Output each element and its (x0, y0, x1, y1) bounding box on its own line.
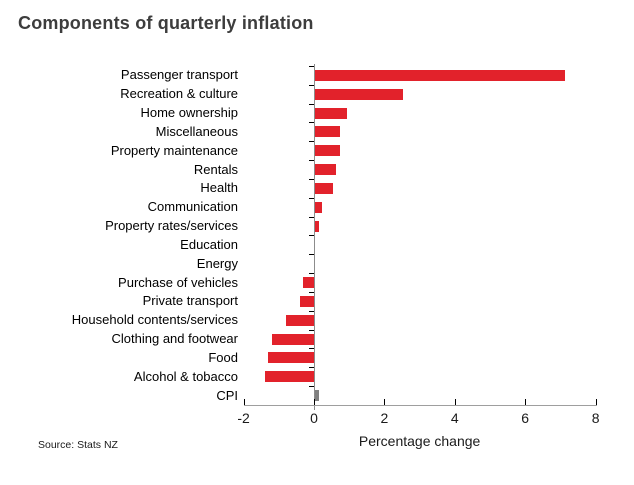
y-axis-tick (309, 104, 314, 105)
y-axis-tick (309, 273, 314, 274)
y-axis-tick (309, 348, 314, 349)
category-label: Energy (196, 255, 238, 271)
x-tick-label: -2 (237, 410, 250, 426)
bar-rentals (315, 164, 337, 176)
category-label: CPI (216, 387, 238, 403)
x-axis-tick (454, 399, 456, 405)
category-label: Alcohol & tobacco (133, 368, 238, 384)
bar-health (315, 182, 333, 194)
category-label: Miscellaneous (155, 123, 238, 139)
bar-food (268, 352, 314, 364)
x-axis-tick (243, 399, 245, 405)
y-axis-tick (309, 66, 314, 67)
y-axis-tick (309, 141, 314, 142)
y-axis-tick (309, 367, 314, 368)
bar-property-rates-services (315, 220, 319, 232)
bar-communication (315, 201, 323, 213)
bar-clothing-and-footwear (271, 333, 314, 345)
category-label: Recreation & culture (120, 86, 238, 102)
y-axis-tick (309, 122, 314, 123)
y-axis-tick (309, 179, 314, 180)
x-axis-line (243, 405, 597, 406)
y-axis-tick (309, 85, 314, 86)
y-axis-tick (309, 198, 314, 199)
bar-alcohol-tobacco (264, 371, 314, 383)
bar-private-transport (299, 295, 314, 307)
y-axis-tick (309, 235, 314, 236)
source-note: Source: Stats NZ (38, 439, 118, 451)
category-label: Education (180, 236, 238, 252)
y-axis-tick (309, 217, 314, 218)
bar-passenger-transport (315, 69, 565, 81)
bar-household-contents-services (285, 314, 314, 326)
chart-title: Components of quarterly inflation (18, 13, 314, 33)
category-label: Passenger transport (120, 67, 238, 83)
x-axis-title: Percentage change (358, 433, 481, 449)
category-label: Rentals (193, 161, 238, 177)
category-label: Property maintenance (110, 142, 238, 158)
category-label: Clothing and footwear (111, 331, 238, 347)
category-label: Communication (147, 199, 238, 215)
category-label: Home ownership (140, 105, 238, 121)
x-tick-label: 0 (310, 410, 318, 426)
x-tick-label: 4 (450, 410, 459, 426)
x-tick-label: 8 (591, 410, 600, 426)
x-tick-label: 2 (380, 410, 389, 426)
x-axis-tick (525, 399, 527, 405)
y-axis-tick (309, 386, 314, 387)
bar-cpi (315, 390, 319, 402)
bar-home-ownership (315, 107, 347, 119)
bar-purchase-of-vehicles (303, 277, 314, 289)
category-label: Household contents/services (71, 312, 238, 328)
y-axis-tick (309, 160, 314, 161)
x-axis-tick (314, 399, 315, 405)
y-axis-tick (309, 311, 314, 312)
bar-miscellaneous (315, 126, 340, 138)
zero-baseline (314, 64, 315, 410)
x-tick-label: 6 (521, 410, 530, 426)
category-label: Purchase of vehicles (118, 274, 238, 290)
bar-property-maintenance (315, 145, 340, 157)
category-label: Property rates/services (105, 218, 238, 234)
category-label: Health (200, 180, 238, 196)
bar-recreation-culture (315, 88, 403, 100)
y-axis-tick (309, 330, 314, 331)
category-label: Food (208, 349, 238, 365)
y-axis-tick (309, 292, 314, 293)
category-label: Private transport (142, 293, 238, 309)
x-axis-tick (384, 399, 386, 405)
x-axis-tick (595, 399, 597, 405)
y-axis-tick (309, 254, 314, 255)
